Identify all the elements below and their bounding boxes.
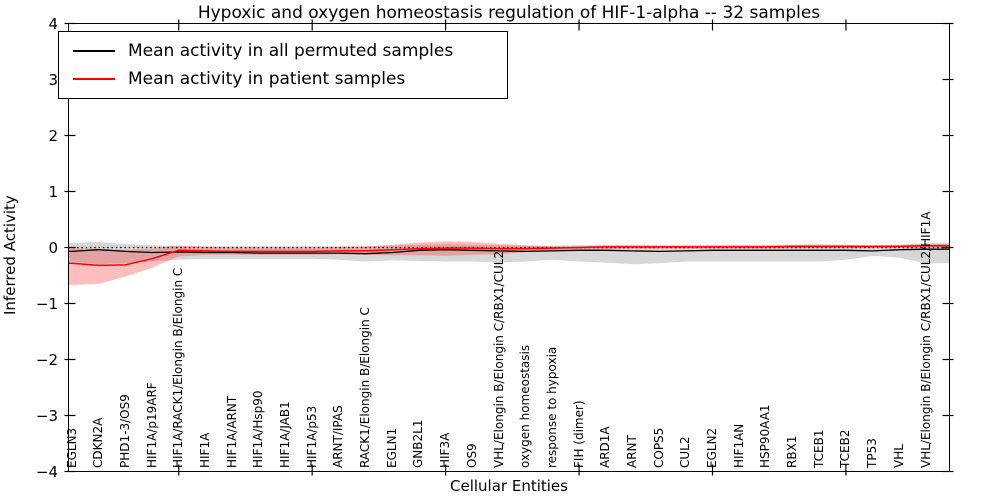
y-tick-label: 2 <box>48 127 58 145</box>
x-tick-label: RACK1/Elongin B/Elongin C <box>358 307 373 468</box>
legend-patient-line-icon <box>73 78 115 81</box>
x-tick-label: HIF1A/ARNT <box>224 395 239 468</box>
x-tick-label: HIF1A/RACK1/Elongin B/Elongin C <box>171 267 186 468</box>
x-tick-label: TCEB1 <box>811 429 826 468</box>
x-tick-label: EGLN3 <box>64 427 79 468</box>
line-permuted <box>68 248 950 255</box>
y-tick-label: −2 <box>35 351 58 369</box>
y-tick-label: −3 <box>35 407 58 425</box>
y-tick-label: 3 <box>48 71 58 89</box>
legend-entry-permuted: Mean activity in all permuted samples <box>73 41 507 61</box>
x-tick-label: COPS5 <box>651 427 666 468</box>
x-tick-label: VHL/Elongin B/Elongin C/RBX1/CUL2/HIF1A <box>918 211 933 468</box>
band-patient <box>68 241 950 285</box>
x-tick-label: response to hypoxia <box>544 346 559 468</box>
x-tick-label: EGLN2 <box>705 427 719 468</box>
x-tick-label: HIF1A/Hsp90 <box>251 390 266 468</box>
x-tick-label: ARD1A <box>598 426 613 468</box>
x-tick-label: ARNT <box>624 435 639 468</box>
x-tick-label: HIF1A/p53 <box>304 405 319 468</box>
x-tick-label: EGLN1 <box>384 427 399 468</box>
x-tick-label: PHD1-3/OS9 <box>117 394 132 468</box>
x-tick-label: TP53 <box>865 438 880 468</box>
y-tick-label: −4 <box>35 463 58 481</box>
x-tick-label: HIF1A/p19ARF <box>144 382 159 468</box>
x-tick-label: HIF1A <box>197 432 212 468</box>
y-tick-label: −1 <box>35 295 58 313</box>
x-tick-label: CUL2 <box>678 436 693 468</box>
x-tick-label: FIH (dimer) <box>571 400 586 468</box>
x-tick-label: HIF1A/JAB1 <box>278 401 292 468</box>
chart-title: Hypoxic and oxygen homeostasis regulatio… <box>197 3 821 23</box>
x-tick-label: OS9 <box>464 443 479 468</box>
x-tick-label: HIF3A <box>438 432 453 468</box>
legend-entry-patient: Mean activity in patient samples <box>73 69 507 89</box>
x-tick-label: HSP90AA1 <box>758 404 773 468</box>
line-patient <box>68 245 950 267</box>
x-tick-label: GNB2L1 <box>411 419 426 468</box>
legend-permuted-label: Mean activity in all permuted samples <box>128 40 454 61</box>
x-tick-label: TCEB2 <box>838 429 853 468</box>
legend-permuted-line-icon <box>73 49 115 52</box>
x-tick-label: HIF1AN <box>731 423 746 468</box>
y-tick-label: 1 <box>48 183 58 201</box>
x-tick-label: RBX1 <box>785 435 800 468</box>
legend: Mean activity in all permuted samples Me… <box>58 31 508 99</box>
legend-patient-label: Mean activity in patient samples <box>128 69 406 90</box>
y-tick-label: 0 <box>48 239 58 257</box>
x-tick-label: ARNT/IPAS <box>331 405 346 468</box>
y-tick-label: 4 <box>48 15 58 33</box>
x-tick-label: oxygen homeostasis <box>518 344 533 468</box>
x-axis-label: Cellular Entities <box>450 477 568 495</box>
x-tick-label: CDKN2A <box>91 417 106 468</box>
x-tick-label: VHL <box>891 444 906 468</box>
x-tick-label: VHL/Elongin B/Elongin C/RBX1/CUL2 <box>491 250 506 468</box>
